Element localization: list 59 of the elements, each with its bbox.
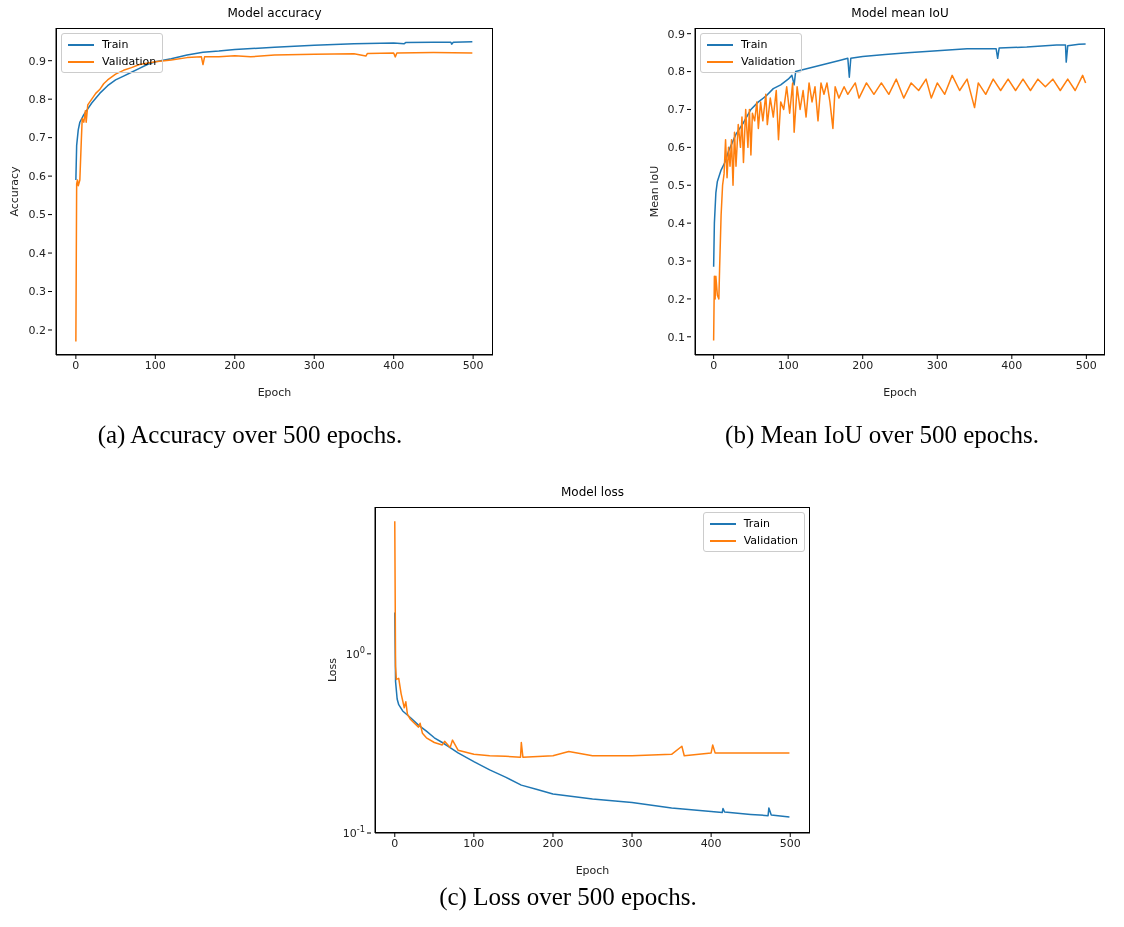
x-tick-label: 400 xyxy=(383,358,405,372)
line-series xyxy=(75,41,474,181)
x-tick-label: 400 xyxy=(700,836,722,850)
y-tick-label: 0.4 xyxy=(667,216,685,230)
x-axis-title: Epoch xyxy=(575,864,610,877)
text: (b) Mean IoU over 500 epochs. xyxy=(724,421,1040,449)
legend-label: Train xyxy=(102,38,129,51)
legend-label: Validation xyxy=(102,55,157,68)
x-tick-label: 0 xyxy=(391,836,399,850)
y-axis-title: Loss xyxy=(325,657,339,683)
y-tick-label: 0.7 xyxy=(28,131,46,145)
y-tick-label: 0.7 xyxy=(667,103,685,117)
x-axis-title: Epoch xyxy=(257,386,292,399)
y-tick-label: 0.4 xyxy=(28,246,46,260)
y-tick-label: 0.8 xyxy=(667,65,685,79)
chart-title: Model mean IoU xyxy=(850,6,950,20)
y-tick-label: 0.5 xyxy=(667,179,685,193)
x-tick-label: 500 xyxy=(779,836,801,850)
y-axis-title: Mean IoU xyxy=(647,165,661,218)
x-tick-label: 100 xyxy=(463,836,485,850)
x-tick-label: 300 xyxy=(926,358,948,372)
y-tick-label: 0.6 xyxy=(28,169,46,183)
x-tick-label: 400 xyxy=(1001,358,1023,372)
y-tick-label: 0.9 xyxy=(28,54,46,68)
x-tick-label: 300 xyxy=(621,836,643,850)
y-tick-label: 10$^{-1}$ xyxy=(342,823,365,840)
y-tick-label: 0.6 xyxy=(667,141,685,155)
line-series xyxy=(394,611,791,818)
legend-label: Validation xyxy=(743,534,798,547)
y-tick-label: 0.3 xyxy=(28,285,46,299)
x-tick-label: 300 xyxy=(303,358,325,372)
legend-label: Train xyxy=(743,517,771,530)
y-tick-label: 0.1 xyxy=(667,330,685,344)
y-tick-label: 0.9 xyxy=(667,27,685,41)
legend-label: Train xyxy=(741,38,768,51)
text: (c) Loss over 500 epochs. xyxy=(438,883,698,911)
text: (a) Accuracy over 500 epochs. xyxy=(96,421,404,449)
legend-label: Validation xyxy=(741,55,796,68)
y-tick-label: 0.5 xyxy=(28,208,46,222)
y-tick-label: 0.8 xyxy=(28,93,46,107)
x-tick-label: 0 xyxy=(72,358,80,372)
x-tick-label: 100 xyxy=(777,358,799,372)
y-tick-label: 0.2 xyxy=(667,292,685,306)
line-series xyxy=(75,51,474,343)
x-tick-label: 200 xyxy=(224,358,246,372)
x-tick-label: 500 xyxy=(1075,358,1097,372)
x-tick-label: 200 xyxy=(852,358,874,372)
chart-title: Model loss xyxy=(560,485,625,499)
x-tick-label: 100 xyxy=(144,358,166,372)
x-tick-label: 500 xyxy=(462,358,484,372)
y-tick-label: 10$^{0}$ xyxy=(345,644,365,661)
y-tick-label: 0.3 xyxy=(667,254,685,268)
x-axis-title: Epoch xyxy=(883,386,917,399)
line-series xyxy=(712,74,1087,342)
x-tick-label: 200 xyxy=(542,836,564,850)
y-tick-label: 0.2 xyxy=(28,323,46,337)
x-tick-label: 0 xyxy=(710,358,718,372)
chart-title: Model accuracy xyxy=(226,6,323,20)
y-axis-title: Accuracy xyxy=(7,165,21,217)
